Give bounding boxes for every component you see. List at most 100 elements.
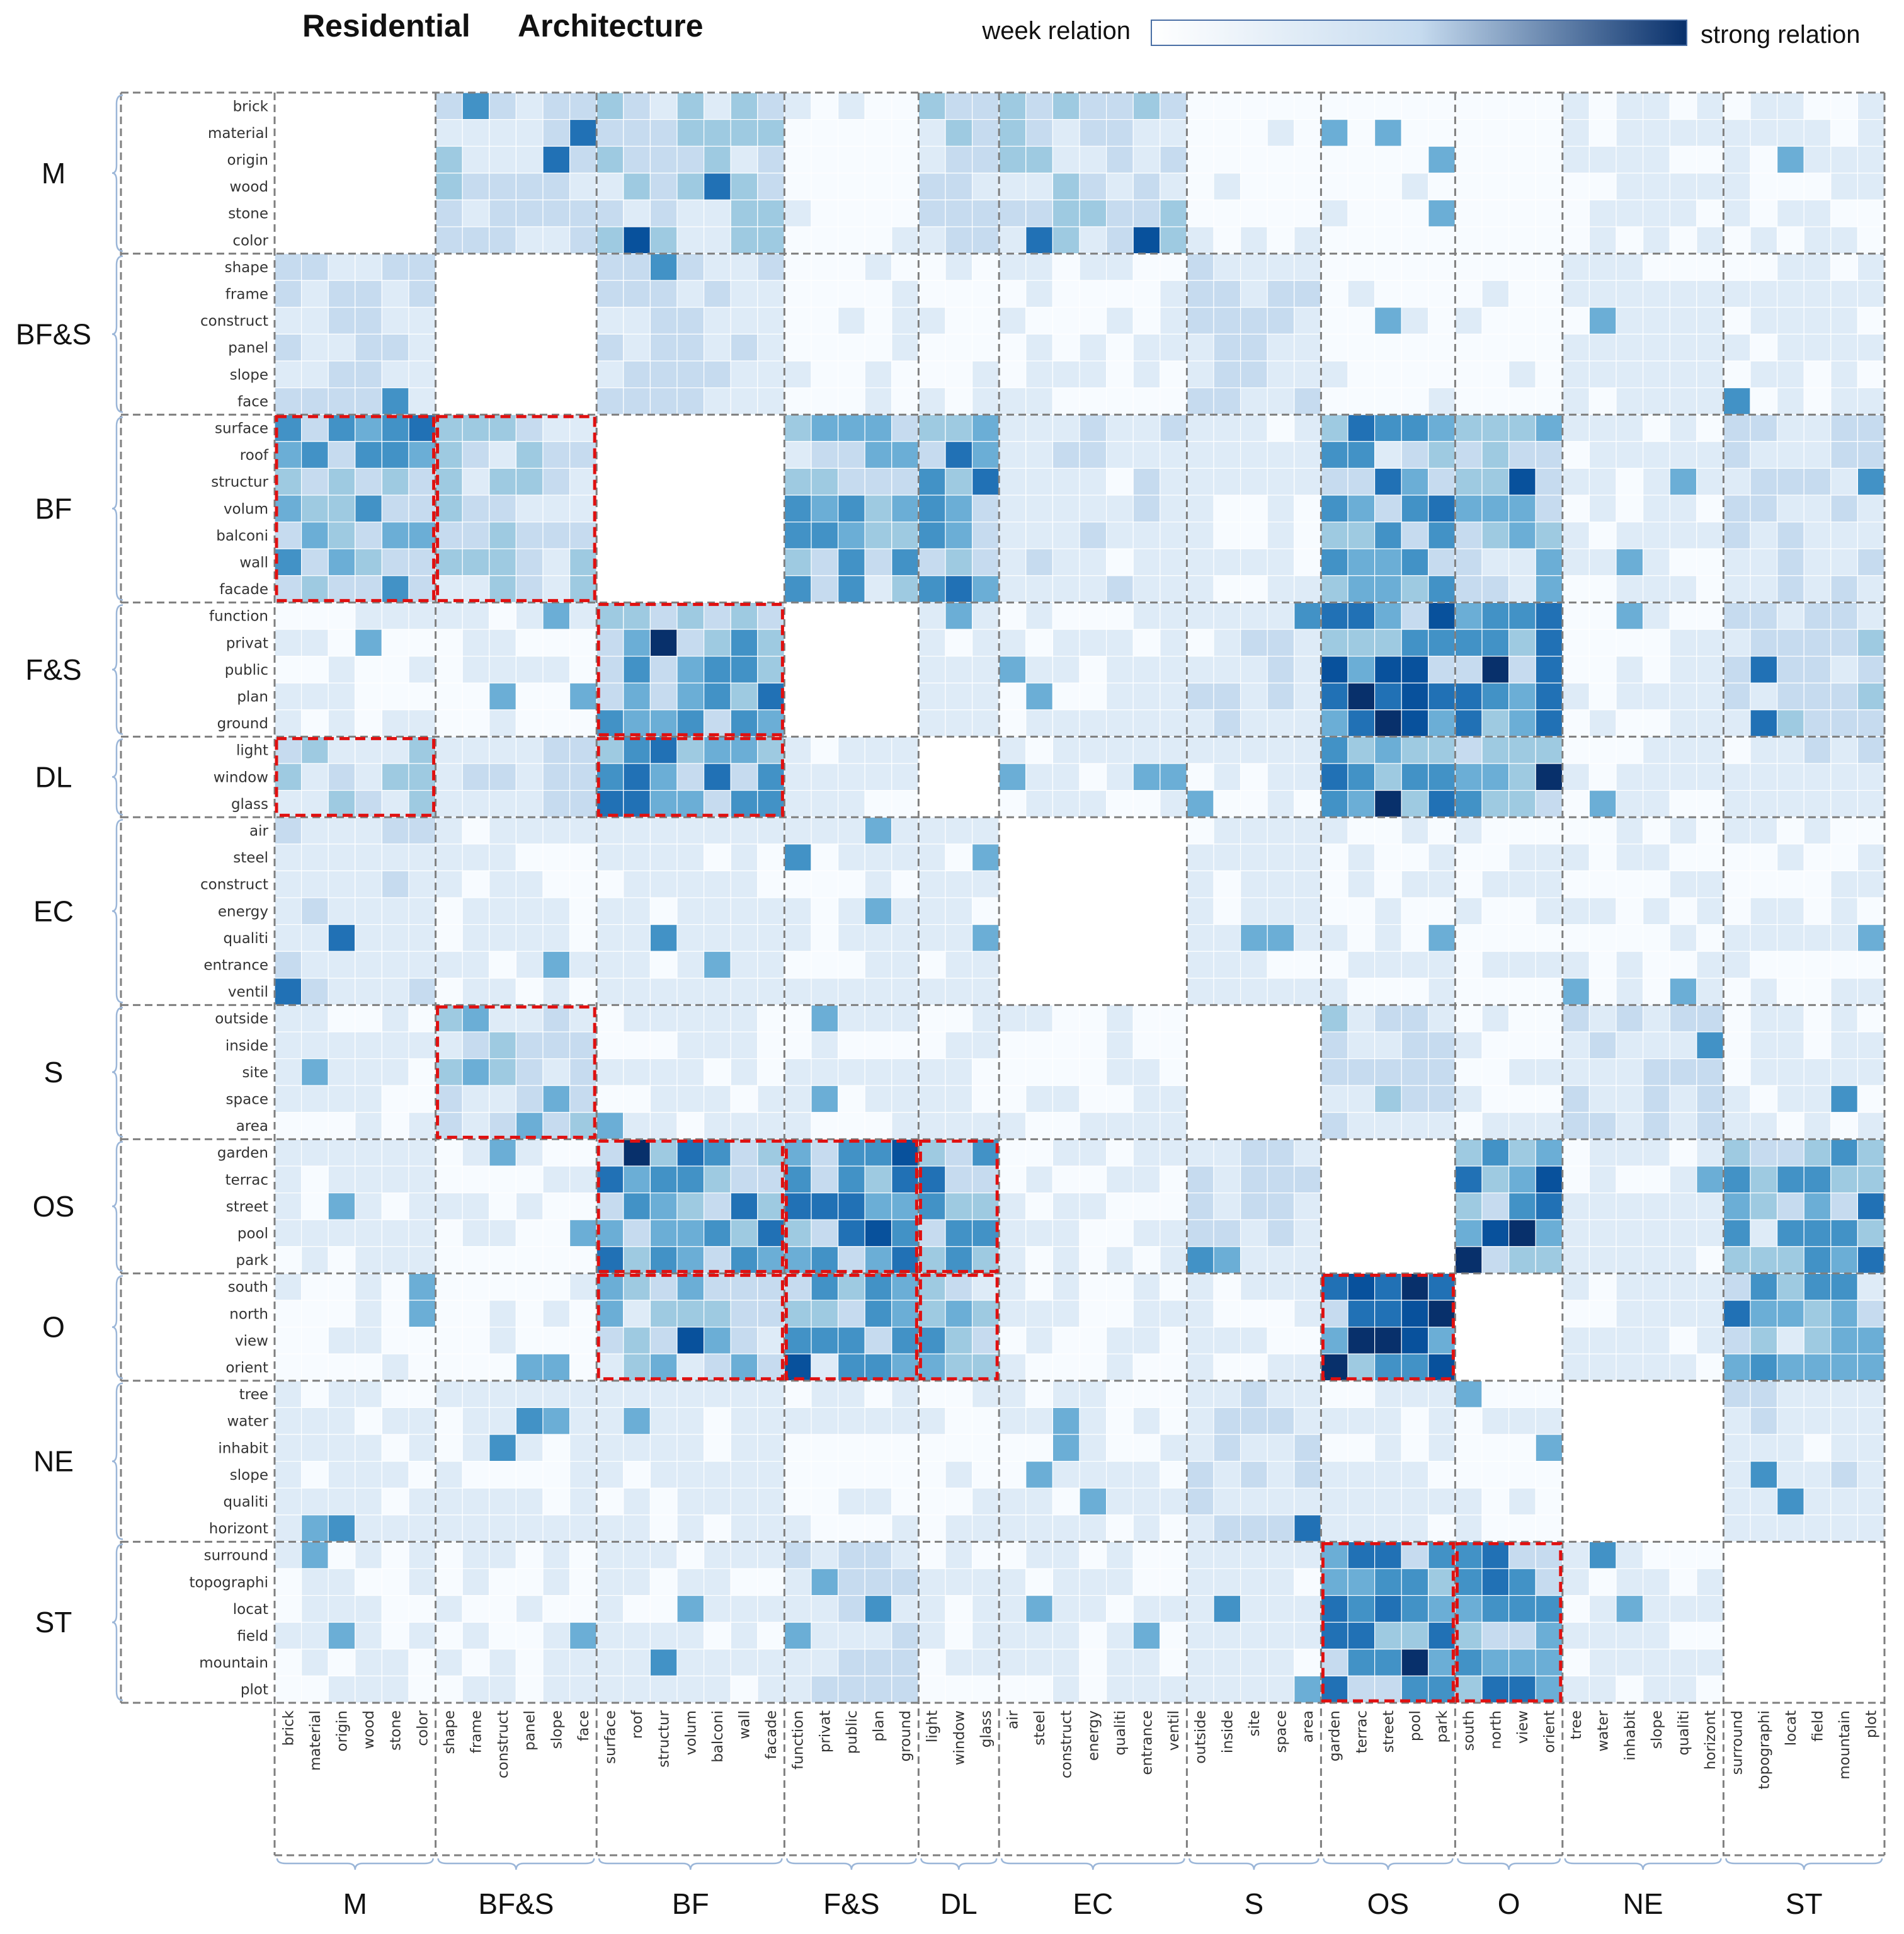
heatmap-cell bbox=[489, 253, 516, 281]
heatmap-cell bbox=[1454, 1649, 1483, 1677]
heatmap-cell bbox=[918, 1407, 946, 1435]
heatmap-cell bbox=[1428, 1031, 1456, 1060]
column-group-brace bbox=[1457, 1858, 1561, 1870]
heatmap-cell bbox=[274, 629, 302, 657]
heatmap-cell bbox=[1294, 92, 1322, 120]
heatmap-cell bbox=[381, 897, 409, 925]
highlight-box bbox=[1455, 1542, 1563, 1703]
heatmap-cell bbox=[1186, 844, 1214, 872]
heatmap-cell bbox=[676, 978, 705, 1006]
heatmap-cell bbox=[1588, 789, 1617, 818]
heatmap-cell bbox=[1052, 1568, 1080, 1596]
heatmap-cell bbox=[1508, 1004, 1536, 1033]
heatmap-cell bbox=[489, 1649, 516, 1677]
heatmap-cell bbox=[1857, 199, 1885, 227]
heatmap-cell bbox=[1213, 602, 1241, 630]
heatmap-cell bbox=[784, 1300, 812, 1328]
heatmap-cell bbox=[1481, 897, 1510, 925]
heatmap-cell bbox=[945, 870, 973, 898]
heatmap-cell bbox=[1240, 897, 1268, 925]
heatmap-cell bbox=[1481, 441, 1510, 469]
heatmap-cell bbox=[1830, 1112, 1859, 1140]
heatmap-cell bbox=[1830, 1192, 1859, 1220]
heatmap-cell bbox=[864, 1514, 892, 1543]
heatmap-cell bbox=[328, 897, 356, 925]
heatmap-cell bbox=[1105, 844, 1134, 872]
heatmap-cell bbox=[1643, 414, 1670, 442]
heatmap-cell bbox=[703, 1138, 731, 1167]
heatmap-cell bbox=[1428, 1595, 1456, 1623]
heatmap-cell bbox=[542, 1031, 571, 1060]
heatmap-cell bbox=[1132, 1353, 1161, 1382]
heatmap-cell bbox=[918, 333, 946, 362]
heatmap-cell bbox=[1240, 1058, 1268, 1086]
heatmap-cell bbox=[811, 897, 839, 925]
heatmap-cell bbox=[1508, 709, 1536, 738]
heatmap-cell bbox=[623, 1434, 651, 1462]
column-label-privat: privat bbox=[817, 1710, 833, 1753]
heatmap-cell bbox=[945, 1300, 973, 1328]
heatmap-cell bbox=[1132, 816, 1161, 845]
heatmap-cell bbox=[489, 763, 516, 791]
column-label-tree: tree bbox=[1568, 1710, 1585, 1739]
heatmap-cell bbox=[757, 146, 785, 174]
heatmap-cell bbox=[1508, 1138, 1536, 1167]
heatmap-cell bbox=[1723, 1058, 1751, 1086]
heatmap-cell bbox=[676, 1138, 705, 1167]
heatmap-cell bbox=[569, 467, 597, 496]
heatmap-cell bbox=[301, 226, 329, 255]
heatmap-cell bbox=[1508, 924, 1536, 952]
heatmap-cell bbox=[730, 1434, 758, 1462]
heatmap-cell bbox=[1267, 1085, 1295, 1113]
heatmap-cell bbox=[1401, 521, 1429, 549]
heatmap-cell bbox=[1347, 253, 1376, 281]
heatmap-cell bbox=[1535, 1219, 1563, 1247]
heatmap-cell bbox=[1160, 146, 1188, 174]
heatmap-cell bbox=[1052, 387, 1080, 415]
heatmap-cell bbox=[971, 360, 1000, 389]
heatmap-cell bbox=[945, 1649, 973, 1677]
heatmap-cell bbox=[1052, 951, 1080, 979]
column-label-water: water bbox=[1595, 1710, 1612, 1751]
heatmap-cell bbox=[462, 360, 490, 389]
heatmap-cell bbox=[623, 253, 651, 281]
heatmap-cell bbox=[1696, 333, 1724, 362]
heatmap-cell bbox=[301, 655, 329, 684]
heatmap-cell bbox=[1374, 897, 1402, 925]
heatmap-cell bbox=[1588, 495, 1617, 523]
heatmap-cell bbox=[757, 1622, 785, 1650]
heatmap-cell bbox=[1643, 575, 1670, 603]
heatmap-cell bbox=[1160, 844, 1188, 872]
heatmap-cell bbox=[355, 844, 382, 872]
heatmap-cell bbox=[1481, 307, 1510, 335]
heatmap-cell bbox=[1132, 414, 1161, 442]
heatmap-cell bbox=[569, 1353, 597, 1382]
heatmap-cell bbox=[1803, 1487, 1832, 1516]
heatmap-cell bbox=[971, 1461, 1000, 1489]
heatmap-cell bbox=[1803, 307, 1832, 335]
heatmap-cell bbox=[1857, 1649, 1885, 1677]
heatmap-cell bbox=[1830, 1514, 1859, 1543]
heatmap-cell bbox=[1240, 280, 1268, 308]
heatmap-cell bbox=[301, 1595, 329, 1623]
heatmap-cell bbox=[1562, 1487, 1590, 1516]
heatmap-cell bbox=[1588, 1622, 1617, 1650]
heatmap-cell bbox=[945, 1327, 973, 1354]
heatmap-cell bbox=[1803, 736, 1832, 764]
heatmap-cell bbox=[1428, 951, 1456, 979]
heatmap-cell bbox=[1588, 682, 1617, 711]
heatmap-cell bbox=[1428, 924, 1456, 952]
heatmap-cell bbox=[1160, 736, 1188, 764]
heatmap-cell bbox=[1830, 1595, 1859, 1623]
heatmap-cell bbox=[489, 146, 516, 174]
heatmap-cell bbox=[355, 951, 382, 979]
highlight-box bbox=[918, 1139, 999, 1273]
heatmap-cell bbox=[355, 1353, 382, 1382]
heatmap-cell bbox=[1696, 1353, 1724, 1382]
heatmap-cell bbox=[1669, 1112, 1697, 1140]
heatmap-cell bbox=[998, 1622, 1027, 1650]
heatmap-cell bbox=[811, 629, 839, 657]
heatmap-cell bbox=[623, 655, 651, 684]
heatmap-cell bbox=[1508, 1031, 1536, 1060]
heatmap-cell bbox=[730, 1031, 758, 1060]
